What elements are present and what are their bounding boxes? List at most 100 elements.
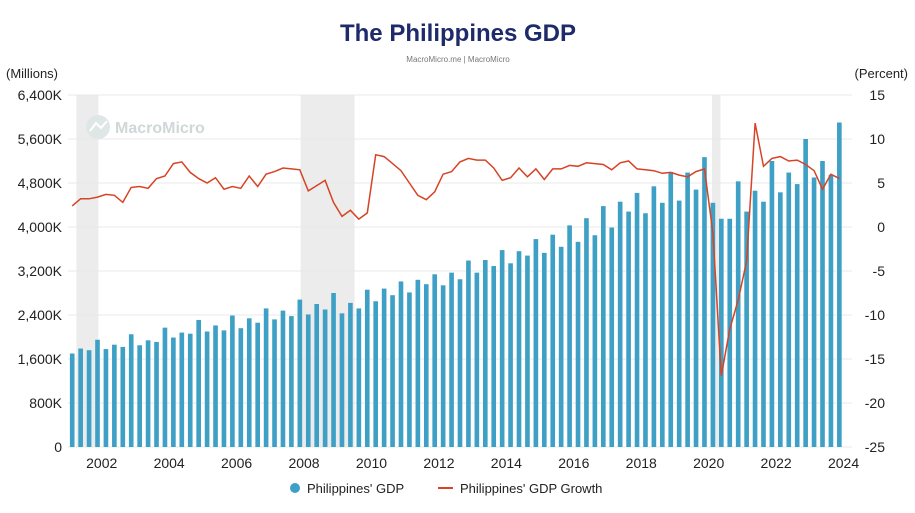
legend-growth-label[interactable]: Philippines' GDP Growth [460, 481, 602, 496]
left-axis-ticks: 0 800K 1,600K 2,400K 3,200K 4,000K 4,800K 5,600… [18, 87, 63, 455]
gdp-bar [837, 122, 842, 447]
gdp-bar [69, 353, 75, 447]
gdp-bar [828, 174, 834, 447]
gdp-bar [466, 260, 471, 447]
gdp-bar [171, 337, 176, 447]
gdp-bar [482, 260, 488, 447]
gdp-bar [297, 299, 303, 447]
gdp-bar [390, 295, 395, 447]
gdp-bar [643, 213, 648, 447]
gdp-bar [803, 139, 808, 447]
gdp-bar [499, 250, 505, 447]
left-tick-label: 2,400K [18, 307, 63, 323]
gdp-bar [128, 334, 134, 447]
left-tick-label: 5,600K [18, 131, 63, 147]
gdp-bar [78, 348, 83, 447]
gdp-bar [508, 263, 513, 447]
gdp-bar [449, 272, 454, 447]
right-tick-label: -5 [873, 263, 886, 279]
gdp-bar [634, 192, 640, 447]
gdp-bar [432, 274, 438, 447]
right-tick-label: 10 [869, 131, 885, 147]
gdp-bar [575, 241, 581, 447]
gdp-bar [660, 202, 665, 447]
gdp-bar [314, 304, 320, 447]
gdp-bar [162, 327, 168, 447]
left-tick-label: 800K [29, 395, 62, 411]
gdp-bar [187, 333, 193, 447]
gdp-bar [761, 201, 766, 447]
gdp-bar [457, 279, 463, 447]
x-tick-label: 2014 [491, 455, 522, 471]
x-tick-label: 2020 [693, 455, 724, 471]
gdp-bar [364, 289, 370, 447]
left-tick-label: 4,000K [18, 219, 63, 235]
gdp-bar [221, 330, 227, 447]
gdp-bar [710, 202, 716, 447]
gdp-bars [69, 122, 842, 448]
gdp-bar [137, 345, 142, 447]
gdp-bar [305, 314, 311, 447]
gdp-bar [744, 211, 749, 447]
x-tick-label: 2002 [86, 455, 117, 471]
gdp-bar [407, 292, 412, 447]
gdp-bar [230, 315, 235, 447]
gdp-bar [196, 319, 201, 447]
gdp-bar [120, 346, 126, 447]
gdp-bar [112, 344, 117, 447]
chart-title: The Philippines GDP [340, 20, 576, 47]
watermark: MacroMicro [86, 115, 205, 139]
gdp-bar [702, 157, 707, 447]
gdp-bar [348, 302, 353, 447]
right-axis-unit: (Percent) [855, 66, 908, 81]
right-tick-label: -20 [865, 395, 885, 411]
left-tick-label: 1,600K [18, 351, 63, 367]
gdp-bar [204, 331, 210, 447]
right-tick-label: -25 [865, 439, 885, 455]
gdp-bar [600, 206, 606, 447]
gdp-bar [516, 251, 522, 447]
legend-gdp-label[interactable]: Philippines' GDP [307, 481, 404, 496]
x-tick-label: 2004 [154, 455, 185, 471]
gdp-bar [651, 186, 657, 448]
gdp-bar [693, 189, 699, 447]
gdp-bar [440, 285, 446, 447]
gdp-bar [769, 161, 775, 447]
gdp-bar [381, 288, 387, 447]
gdp-bar [145, 340, 151, 447]
x-tick-label: 2006 [221, 455, 252, 471]
legend: Philippines' GDP Philippines' GDP Growth [290, 481, 602, 496]
gdp-bar [794, 184, 800, 447]
x-tick-label: 2008 [288, 455, 319, 471]
gdp-bar [626, 211, 631, 447]
gdp-bar [811, 177, 817, 447]
gdp-bar [786, 172, 792, 448]
gdp-bar [609, 227, 615, 447]
right-axis-ticks: -25 -20 -15 -10 -5 0 5 10 15 [865, 87, 885, 455]
gdp-bar [668, 172, 674, 447]
x-axis-ticks: 2002 2004 2006 2008 2010 2012 2014 2016 2018 2020… [86, 455, 859, 471]
left-tick-label: 0 [54, 439, 62, 455]
gdp-bar [154, 341, 159, 447]
gdp-bar [525, 255, 530, 447]
gdp-bar [86, 350, 92, 447]
gdp-bar [685, 172, 690, 448]
watermark-text: MacroMicro [115, 120, 205, 137]
gdp-bar [676, 200, 682, 447]
gdp-bar [246, 318, 252, 447]
gdp-bar [617, 201, 623, 447]
gdp-bar [331, 293, 336, 447]
gdp-bar [179, 332, 185, 447]
gdp-bar [592, 235, 598, 447]
x-tick-label: 2018 [626, 455, 657, 471]
gdp-bar [280, 310, 286, 447]
left-tick-label: 6,400K [18, 87, 63, 103]
gdp-bar [558, 246, 564, 447]
left-axis-unit: (Millions) [6, 66, 58, 81]
macromicro-logo-icon [86, 115, 110, 139]
gdp-bar [356, 308, 362, 447]
left-tick-label: 4,800K [18, 175, 63, 191]
gdp-bar [533, 239, 539, 447]
gdp-bar [719, 218, 724, 447]
